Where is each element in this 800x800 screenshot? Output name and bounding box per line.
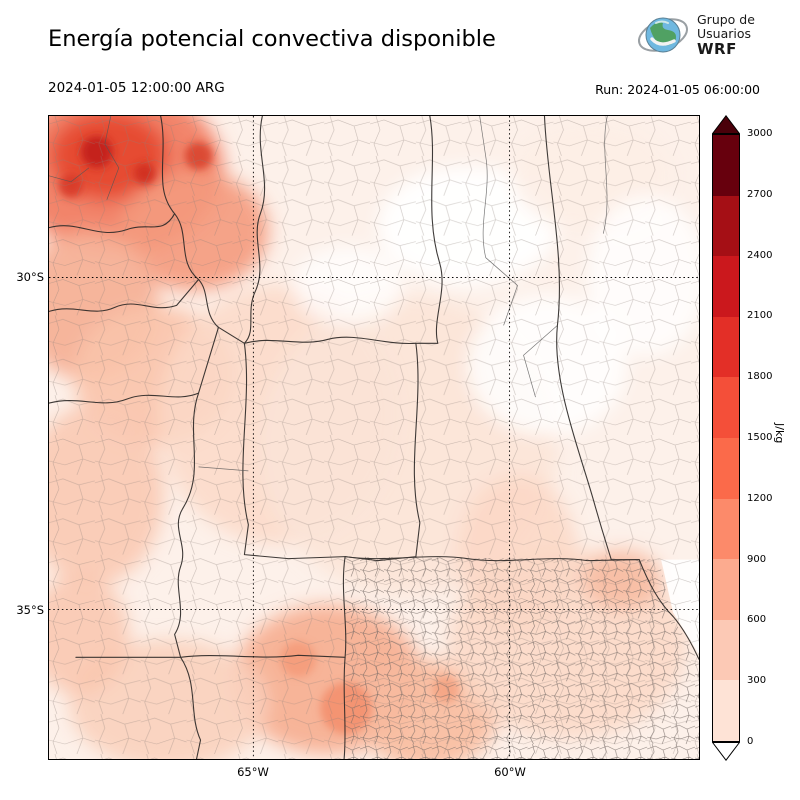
lat-label-30s: 30°S <box>16 270 44 284</box>
colorbar-tick: 600 <box>747 614 767 625</box>
colorbar-band <box>713 256 739 317</box>
colorbar-tick: 1500 <box>747 432 773 443</box>
colorbar-tick: 1800 <box>747 371 773 382</box>
colorbar-band <box>713 135 739 196</box>
logo-line-2: Usuarios <box>697 25 752 41</box>
colorbar: 3000 2700 2400 2100 1800 1500 1200 900 6… <box>712 115 800 761</box>
lat-label-35s: 35°S <box>16 603 44 617</box>
secondary-borders <box>49 116 608 472</box>
colorbar-unit-label: J/kg <box>773 423 786 444</box>
page-title: Energía potencial convectiva disponible <box>48 26 496 52</box>
colorbar-band <box>713 437 739 499</box>
graticule <box>49 116 699 759</box>
lon-label-65w: 65°W <box>237 765 269 779</box>
province-borders <box>49 116 699 759</box>
run-time-label: Run: 2024-01-05 06:00:00 <box>595 82 760 97</box>
colorbar-band <box>713 498 739 560</box>
colorbar-band <box>713 619 739 681</box>
colorbar-tick: 1200 <box>747 493 773 504</box>
globe-icon <box>638 17 688 53</box>
map-canvas <box>48 115 700 760</box>
colorbar-band <box>713 195 739 257</box>
colorbar-band <box>713 680 739 741</box>
colorbar-tick: 3000 <box>747 128 773 139</box>
colorbar-over-arrow <box>712 115 740 134</box>
wrf-logo-text: Grupo de Usuarios WRF <box>697 11 755 58</box>
logo-line-1: Grupo de <box>697 11 755 27</box>
colorbar-tick: 900 <box>747 554 767 565</box>
colorbar-bands <box>712 134 740 742</box>
logo-line-3: WRF <box>697 39 737 58</box>
colorbar-tick: 2100 <box>747 310 773 321</box>
lon-label-60w: 60°W <box>494 765 526 779</box>
colorbar-band <box>713 559 739 620</box>
colorbar-tick: 300 <box>747 675 767 686</box>
colorbar-tick: 2400 <box>747 250 773 261</box>
colorbar-tick: 0 <box>747 736 754 747</box>
cape-field-svg <box>49 116 699 759</box>
colorbar-under-arrow <box>712 742 740 761</box>
colorbar-band <box>713 377 739 438</box>
colorbar-band <box>713 316 739 378</box>
wrf-logo: Grupo de Usuarios WRF <box>636 8 755 62</box>
valid-time-label: 2024-01-05 12:00:00 ARG <box>48 80 225 96</box>
colorbar-tick: 2700 <box>747 189 773 200</box>
dense-department-borders-texture <box>345 556 699 759</box>
